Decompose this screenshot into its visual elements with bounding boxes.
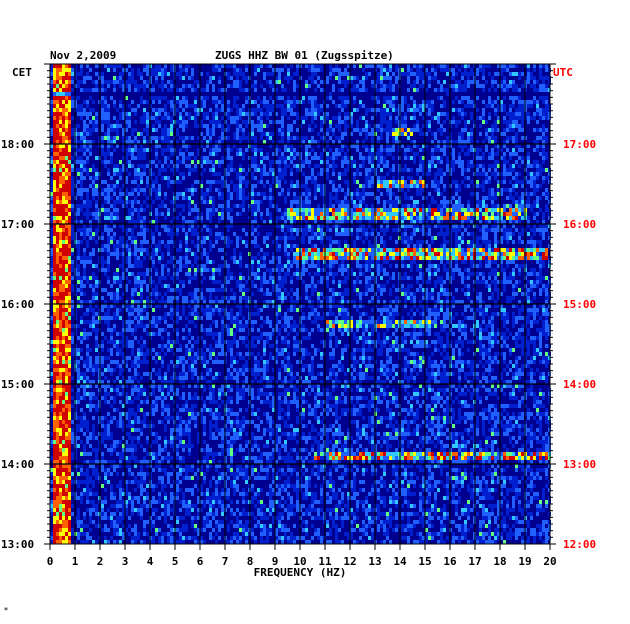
x-tick-label: 6	[197, 555, 204, 568]
x-tick-label: 0	[47, 555, 54, 568]
utc-tick-label: 14:00	[563, 378, 596, 391]
x-tick-label: 16	[443, 555, 457, 568]
x-tick-label: 3	[122, 555, 129, 568]
x-tick-label: 17	[468, 555, 481, 568]
x-tick-label: 2	[97, 555, 104, 568]
chart-station-title: ZUGS HHZ BW 01 (Zugsspitze)	[215, 49, 394, 62]
cet-tick-labels: 13:00 14:00 15:00 16:00 17:00 18:00	[1, 138, 34, 551]
cet-tick-label: 15:00	[1, 378, 34, 391]
x-tick-label: 15	[418, 555, 431, 568]
x-tick-label: 14	[393, 555, 407, 568]
x-tick-label: 8	[247, 555, 254, 568]
x-tick-label: 12	[343, 555, 356, 568]
utc-tick-label: 12:00	[563, 538, 596, 551]
cet-tick-label: 18:00	[1, 138, 34, 151]
x-tick-label: 5	[172, 555, 179, 568]
utc-tick-label: 15:00	[563, 298, 596, 311]
cet-tick-label: 14:00	[1, 458, 34, 471]
x-tick-label: 19	[518, 555, 531, 568]
x-tick-label: 4	[147, 555, 154, 568]
x-tick-label: 1	[72, 555, 79, 568]
cet-tick-label: 17:00	[1, 218, 34, 231]
corner-mark: *	[4, 606, 8, 615]
grid-lines	[44, 63, 556, 545]
utc-axis-label: UTC	[553, 66, 573, 79]
x-tick-label: 11	[318, 555, 332, 568]
x-tick-label: 20	[543, 555, 556, 568]
cet-tick-label: 16:00	[1, 298, 34, 311]
x-tick-label: 9	[272, 555, 279, 568]
cet-axis-label: CET	[12, 66, 32, 79]
chart-date: Nov 2,2009	[50, 49, 116, 62]
utc-tick-label: 16:00	[563, 218, 596, 231]
x-axis-label: FREQUENCY (HZ)	[254, 566, 347, 579]
x-tick-label: 7	[222, 555, 229, 568]
x-tick-label: 13	[368, 555, 381, 568]
utc-tick-labels: 12:00 13:00 14:00 15:00 16:00 17:00	[563, 138, 596, 551]
x-tick-label: 10	[293, 555, 306, 568]
utc-tick-label: 13:00	[563, 458, 596, 471]
utc-tick-label: 17:00	[563, 138, 596, 151]
x-tick-labels: 0 1 2 3 4 5 6 7 8 9 10 11 12 13 14 15 16 17 18 19 20	[47, 544, 557, 568]
cet-tick-label: 13:00	[1, 538, 34, 551]
x-tick-label: 18	[493, 555, 506, 568]
